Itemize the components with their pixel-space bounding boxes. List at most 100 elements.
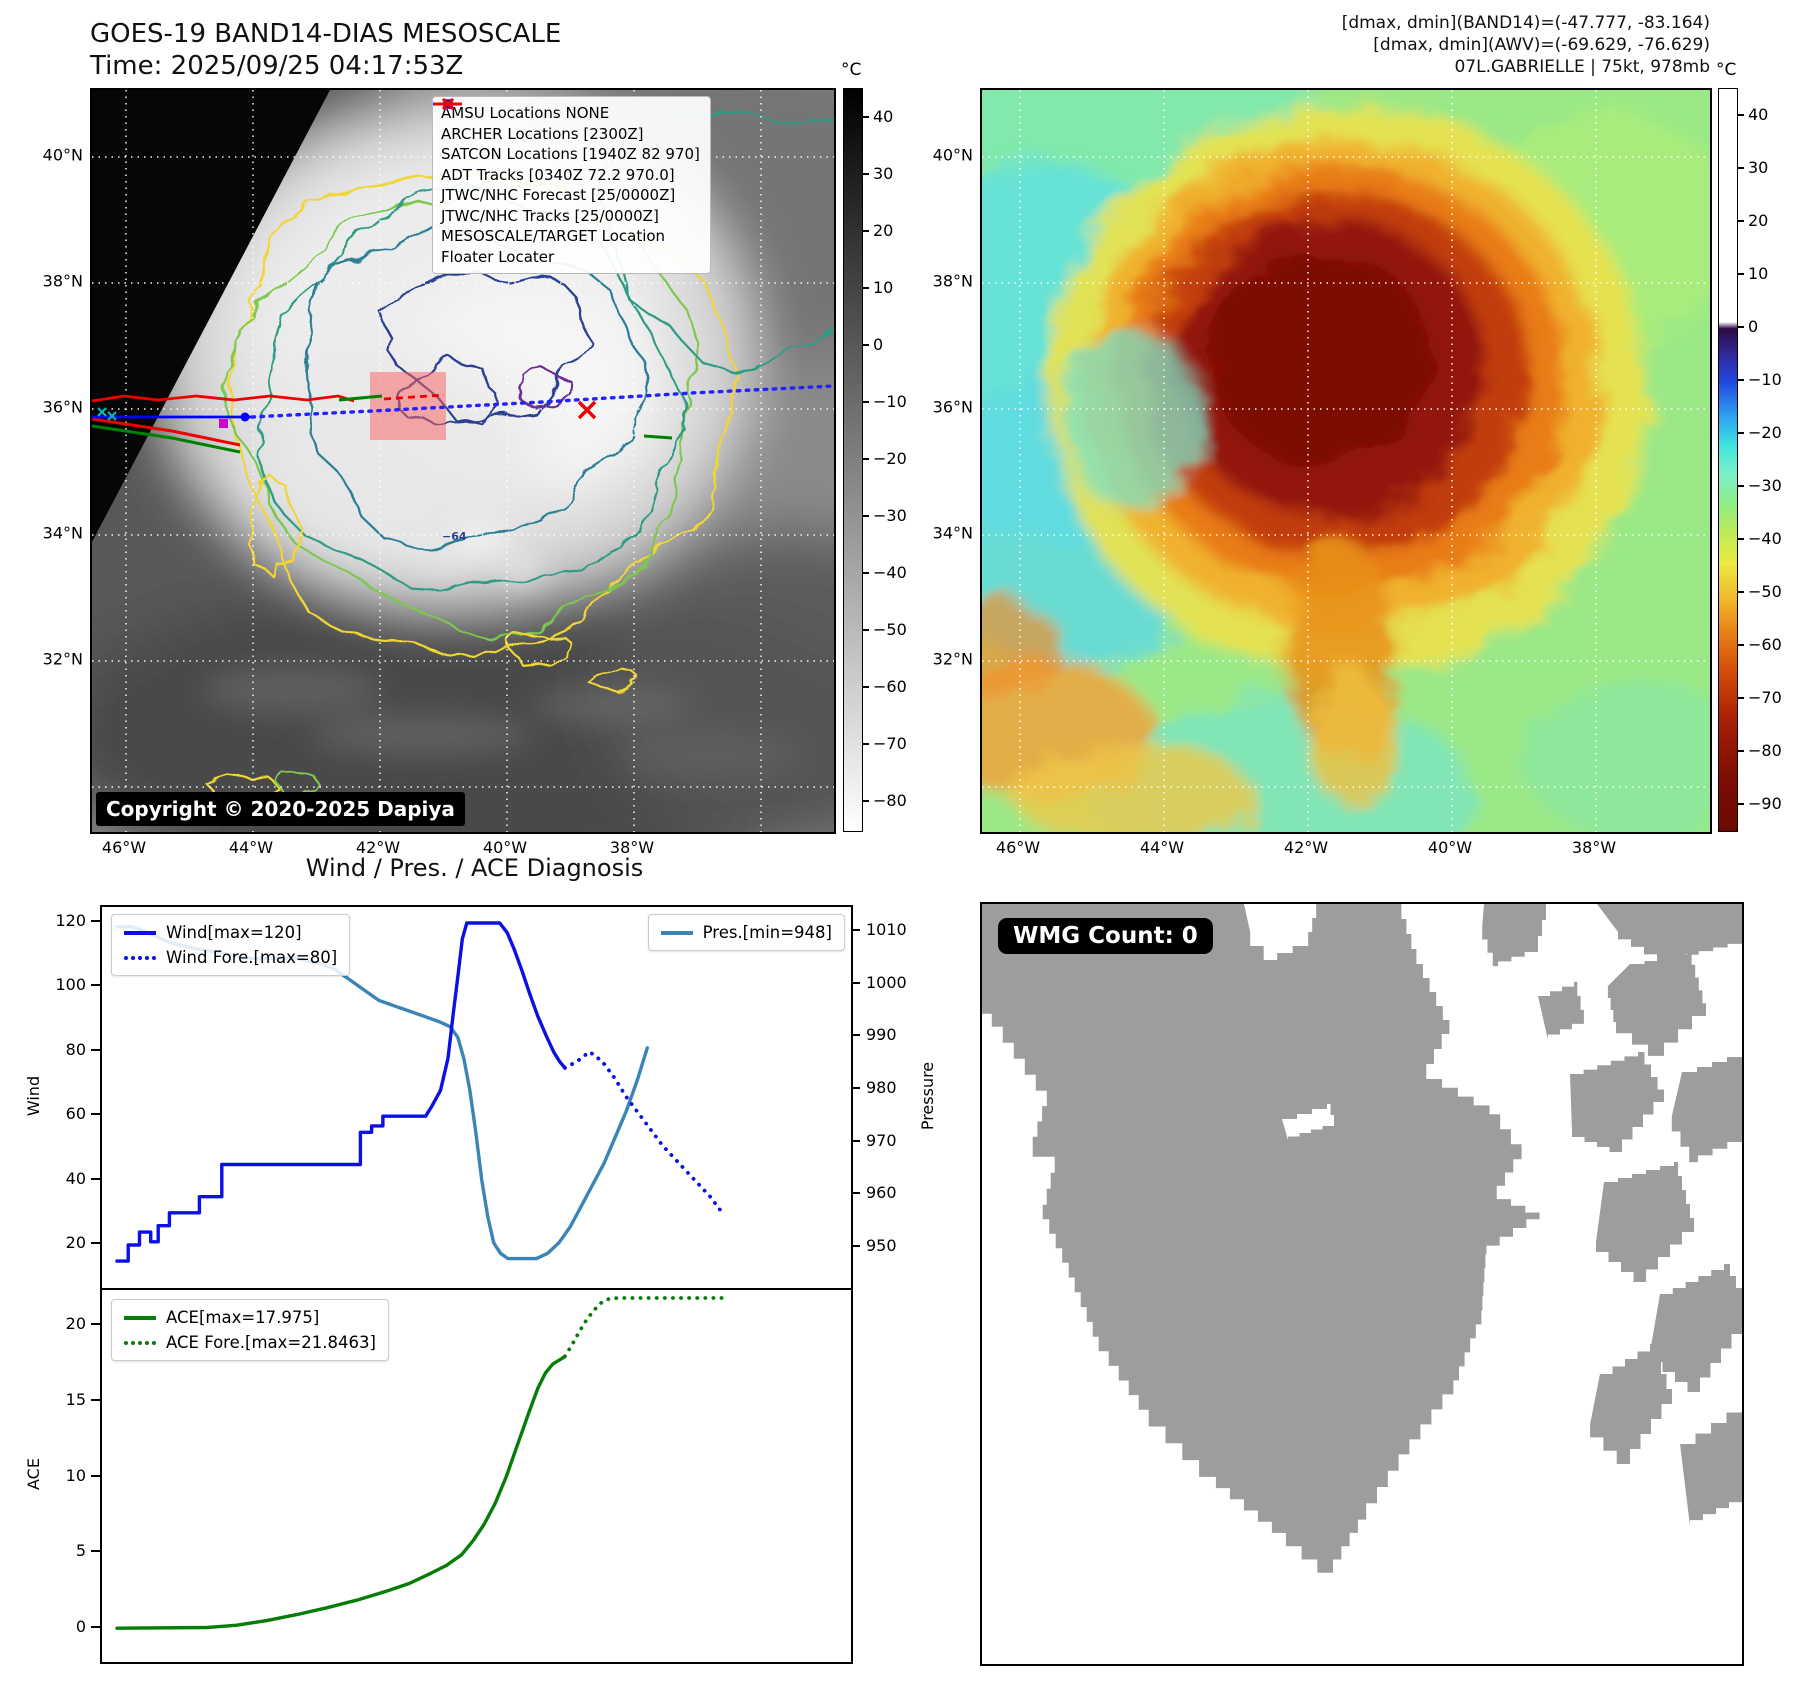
awv-colorbar-tick — [1738, 113, 1744, 116]
wind-chart-y2tick — [851, 1034, 860, 1037]
ace-chart-ytick-label: 0 — [75, 1616, 86, 1636]
band14-colorbar-tick-label: 40 — [873, 106, 894, 126]
ace-chart-ytick — [91, 1398, 100, 1401]
band14-colorbar-tick — [863, 572, 869, 575]
header-storm-id: 07L.GABRIELLE | 75kt, 978mb — [1454, 57, 1710, 77]
copyright-badge: Copyright © 2020-2025 Dapiya — [96, 792, 465, 826]
awv-colorbar-tick — [1738, 590, 1744, 593]
band14-colorbar-tick — [863, 400, 869, 403]
band14-colorbar-tick — [863, 458, 869, 460]
wind-chart-y2tick — [851, 1139, 860, 1142]
chart-legend-item: ACE Fore.[max=21.8463] — [124, 1330, 376, 1355]
wmg-mask — [982, 904, 1742, 1573]
band14-colorbar-tick-label: 0 — [873, 334, 884, 354]
awv-colorbar-tick-label: −50 — [1748, 581, 1782, 601]
awv-colorbar-tick — [1738, 643, 1744, 646]
wind-pressure-chart: Wind[max=120] Wind Fore.[max=80] Pres.[mi… — [100, 905, 853, 1292]
map-legend: AMSU Locations NONE ARCHER Locations [230… — [432, 96, 711, 274]
band14-colorbar-tick — [863, 343, 869, 346]
wind-chart-ytick — [91, 1113, 100, 1116]
ace-legend: ACE[max=17.975] ACE Fore.[max=21.8463] — [111, 1299, 389, 1361]
awv-colorbar-tick-label: 20 — [1748, 210, 1769, 230]
ace-chart-ytick-label: 10 — [65, 1465, 86, 1485]
awv-colorbar-tick — [1738, 378, 1744, 381]
map-legend-label: ADT Tracks [0340Z 72.2 970.0] — [441, 165, 675, 184]
awv-map-lat-label: 34°N — [932, 523, 973, 543]
ace-chart: ACE[max=17.975] ACE Fore.[max=21.8463] — [100, 1288, 853, 1664]
wind-chart-ytick — [91, 920, 100, 922]
band14-map-lon-label: 44°W — [228, 838, 274, 857]
header-dmax-band14: [dmax, dmin](BAND14)=(-47.777, -83.164) — [1341, 13, 1710, 33]
ace-chart-ytick — [91, 1323, 100, 1326]
line-legend-icon — [434, 102, 462, 106]
awv-colorbar-tick-label: −20 — [1748, 422, 1782, 442]
awv-map-lat-label: 40°N — [932, 145, 973, 165]
wind-chart-y2tick-label: 1010 — [866, 920, 907, 940]
wind-chart-y2tick-label: 950 — [866, 1236, 897, 1256]
awv-map-lat-label: 32°N — [932, 649, 973, 669]
solid-line-swatch — [124, 930, 156, 935]
map-legend-item: SATCON Locations [1940Z 82 970] — [441, 97, 700, 165]
map-legend-label: JTWC/NHC Forecast [25/0000Z] — [441, 186, 676, 205]
map-legend-label: SATCON Locations [1940Z 82 970] — [441, 145, 700, 164]
awv-map-lon-label: 42°W — [1283, 838, 1329, 857]
left-map-title: GOES-19 BAND14-DIAS MESOSCALE Time: 2025… — [90, 18, 561, 82]
pressure-axis-label: Pressure — [918, 1061, 937, 1131]
band14-colorbar-tick — [863, 172, 869, 175]
awv-colorbar-tick-label: −40 — [1748, 528, 1782, 548]
awv-imagery — [982, 90, 1710, 832]
awv-colorbar-tick — [1738, 166, 1744, 169]
chart-legend-item: Wind[max=120] — [124, 920, 337, 945]
awv-map-lon-label: 44°W — [1139, 838, 1185, 857]
map-legend-item: JTWC/NHC Forecast [25/0000Z] — [433, 102, 700, 206]
solid-line-swatch — [124, 1315, 156, 1320]
map-legend-item: Floater Locater — [434, 102, 700, 268]
band14-colorbar-tick — [863, 515, 869, 518]
band14-colorbar — [843, 88, 863, 832]
wind-chart-y2tick-label: 1000 — [866, 972, 907, 992]
wind-chart-y2tick — [851, 981, 860, 984]
map-legend-item: ADT Tracks [0340Z 72.2 970.0] — [434, 102, 700, 186]
awv-colorbar-tick-label: 40 — [1748, 104, 1769, 124]
wmg-count-badge: WMG Count: 0 — [998, 918, 1213, 954]
band14-colorbar-tick-label: −10 — [873, 391, 907, 411]
ace-axis-label: ACE — [24, 1458, 43, 1490]
wind-chart-series — [115, 921, 567, 1263]
band14-map-lon-label: 42°W — [355, 838, 401, 857]
awv-map-lon-label: 46°W — [995, 838, 1041, 857]
ace-chart-ytick-label: 15 — [65, 1389, 86, 1409]
wind-chart-ytick-label: 80 — [65, 1039, 86, 1059]
dotted-line-swatch — [124, 1340, 156, 1345]
wmg-panel: WMG Count: 0 — [980, 902, 1744, 1666]
chart-legend-label: ACE Fore.[max=21.8463] — [166, 1333, 376, 1352]
awv-colorbar-tick — [1738, 325, 1744, 328]
band14-map-lon-label: 40°W — [482, 838, 528, 857]
wind-chart-ytick — [91, 1242, 100, 1244]
band14-colorbar-tick-label: 30 — [873, 163, 894, 183]
band14-colorbar-tick — [863, 800, 869, 803]
map-legend-item: ARCHER Locations [2300Z] — [441, 99, 700, 145]
ace-chart-ytick-label: 20 — [65, 1314, 86, 1334]
map-legend-label: AMSU Locations NONE — [441, 104, 610, 123]
awv-colorbar-tick-label: −90 — [1748, 793, 1782, 813]
wind-chart-y2tick — [851, 1245, 860, 1248]
band14-colorbar-tick-label: −40 — [873, 563, 907, 583]
diagnosis-title: Wind / Pres. / ACE Diagnosis — [305, 854, 644, 882]
chart-legend-label: Pres.[min=948] — [702, 923, 832, 942]
band14-map-lat-label: 38°N — [42, 271, 83, 291]
wind-chart-ytick-label: 60 — [65, 1104, 86, 1124]
awv-colorbar-tick-label: 0 — [1748, 316, 1759, 336]
right-map-header: [dmax, dmin](BAND14)=(-47.777, -83.164) … — [1342, 12, 1710, 78]
left-map-title-line2: Time: 2025/09/25 04:17:53Z — [90, 51, 464, 81]
map-legend-item: JTWC/NHC Tracks [25/0000Z] — [434, 100, 700, 227]
wind-chart-ytick-label: 120 — [55, 911, 86, 930]
wind-chart-ytick — [91, 1177, 100, 1180]
band14-colorbar-tick-label: −20 — [873, 449, 907, 468]
awv-map-lon-label: 38°W — [1571, 838, 1617, 857]
wind-legend: Wind[max=120] Wind Fore.[max=80] — [111, 914, 351, 976]
awv-colorbar-tick — [1738, 802, 1744, 805]
solid-line-swatch — [660, 930, 693, 935]
wind-chart-ytick — [91, 1048, 100, 1051]
band14-colorbar-unit: °C — [841, 60, 862, 80]
